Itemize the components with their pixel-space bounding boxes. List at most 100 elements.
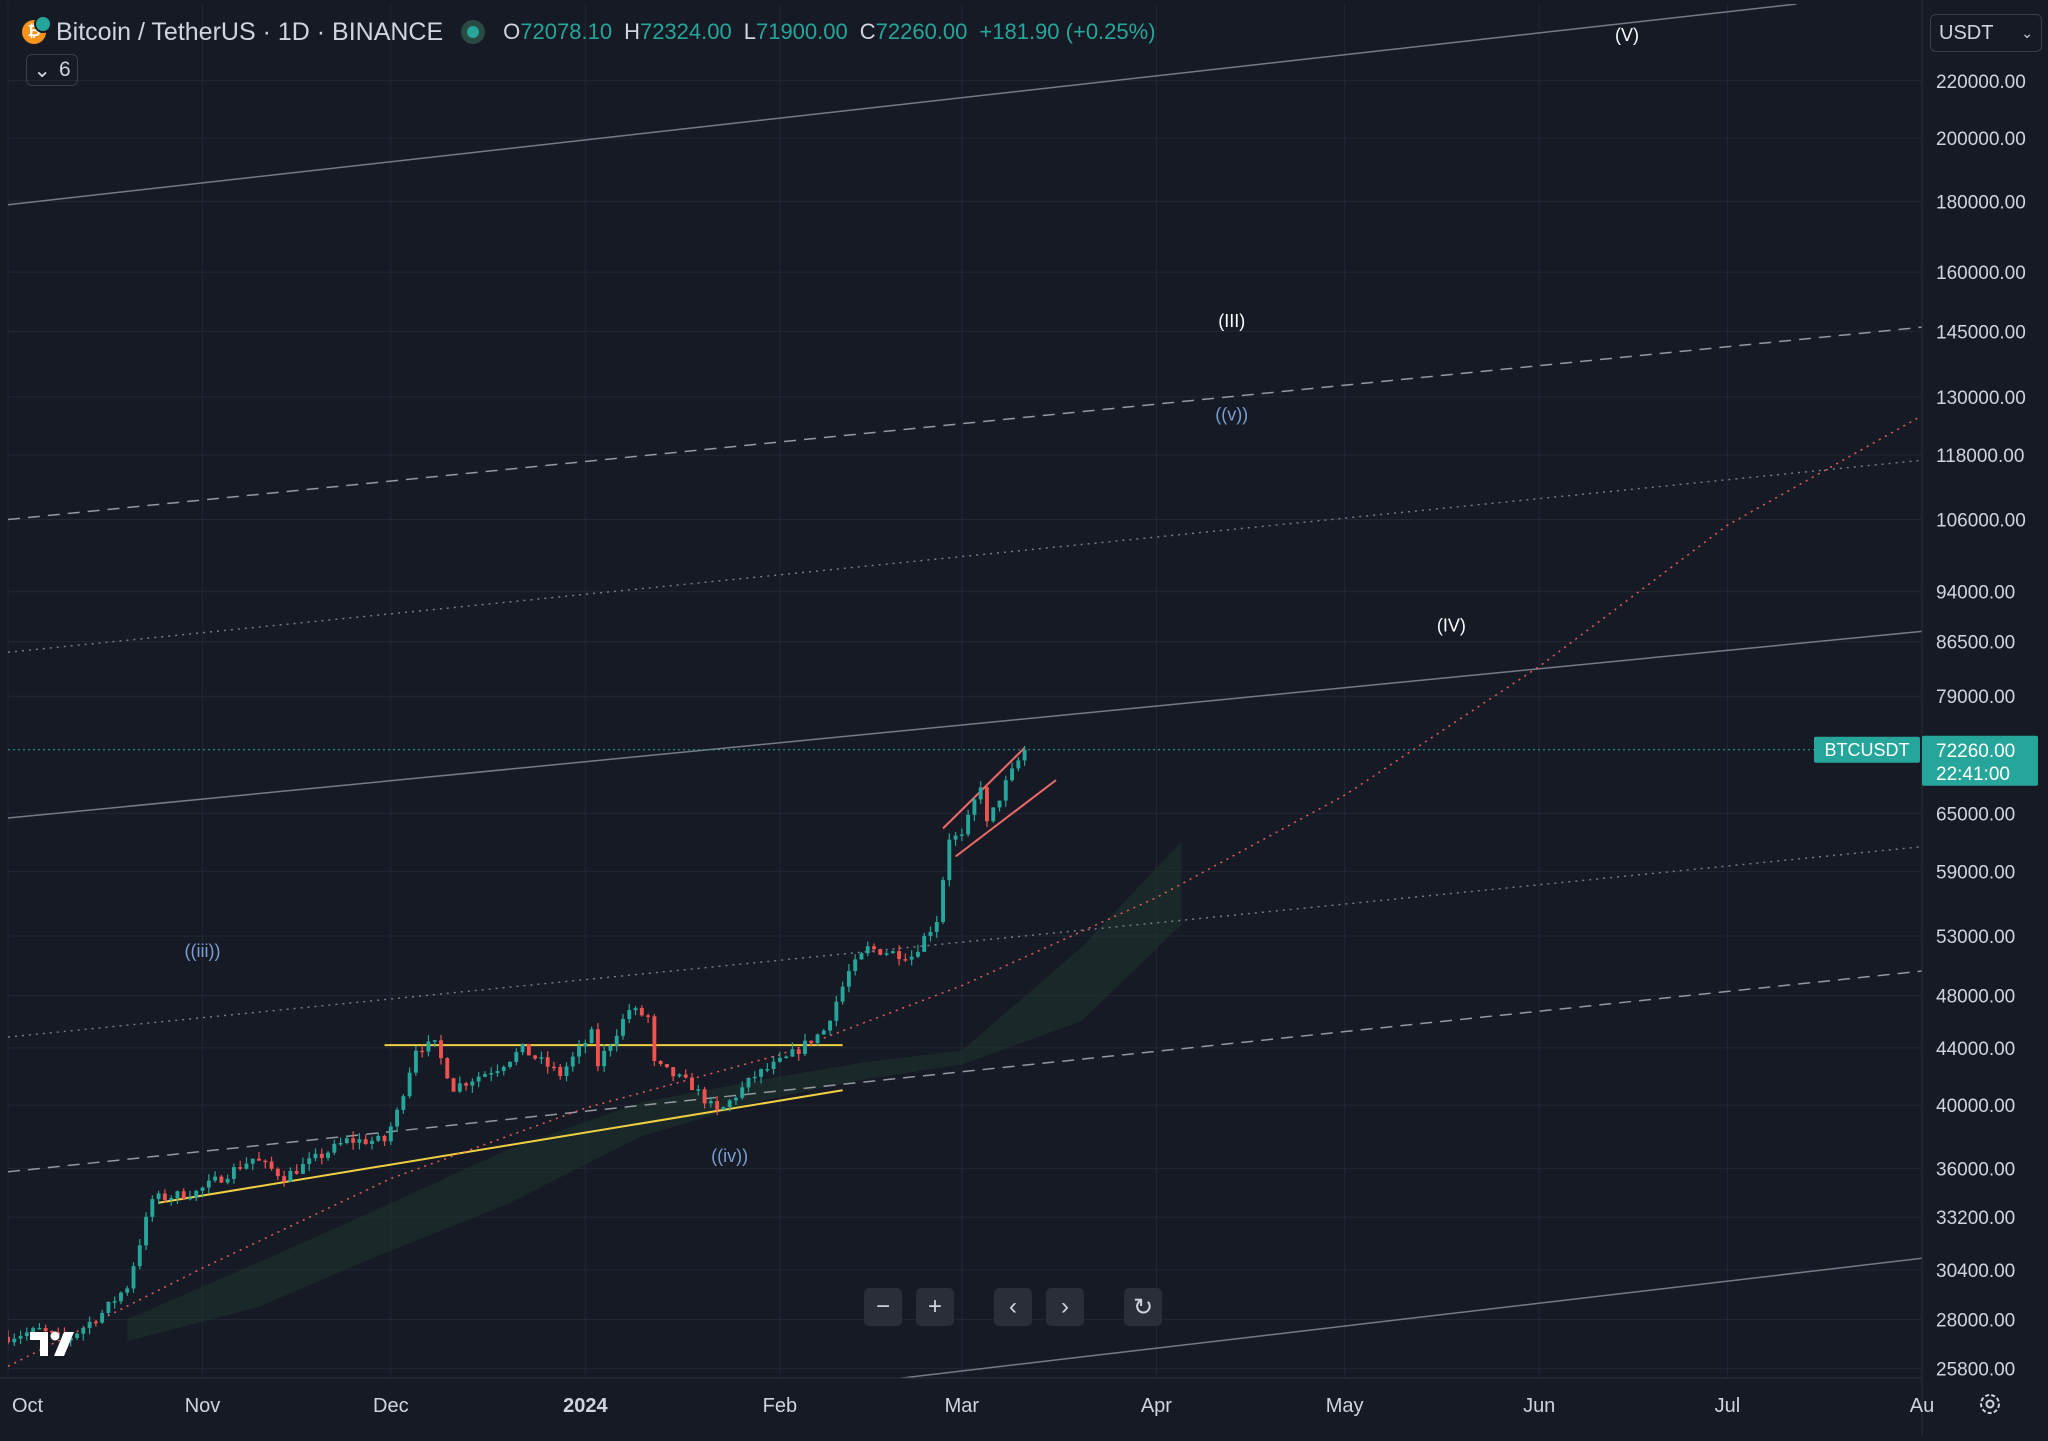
candle-body — [482, 1074, 487, 1077]
candle-body — [627, 1010, 632, 1020]
price-tick-label: 33200.00 — [1936, 1208, 2015, 1229]
scroll-left-button[interactable]: ‹ — [994, 1288, 1032, 1326]
wave-label: (V) — [1615, 25, 1639, 45]
candle-body — [81, 1327, 86, 1334]
candle-body — [991, 807, 996, 822]
price-tag-countdown: 22:41:00 — [1936, 764, 2010, 785]
candle-body — [382, 1135, 387, 1142]
candle-body — [37, 1328, 42, 1330]
candle-body — [319, 1153, 324, 1158]
candle-body — [878, 949, 883, 955]
time-tick-label: Jul — [1715, 1395, 1741, 1417]
price-tick-label: 145000.00 — [1936, 322, 2026, 343]
candle-body — [338, 1143, 343, 1145]
reset-button[interactable]: ↻ — [1124, 1288, 1162, 1326]
trendline — [158, 1089, 843, 1204]
candle-body — [162, 1193, 167, 1200]
candle-body — [388, 1126, 393, 1142]
candle-body — [570, 1056, 575, 1067]
scroll-right-button[interactable]: › — [1046, 1288, 1084, 1326]
candle-body — [250, 1158, 255, 1164]
candle-body — [734, 1097, 738, 1101]
price-tick-label: 86500.00 — [1936, 633, 2015, 654]
candle-body — [646, 1015, 651, 1017]
candle-body — [31, 1328, 36, 1333]
candle-body — [664, 1063, 669, 1068]
candle-body — [476, 1076, 481, 1082]
candle-body — [671, 1067, 676, 1077]
candle-body — [639, 1008, 644, 1016]
candle-body — [282, 1176, 287, 1182]
currency-label: USDT — [1939, 21, 1994, 44]
market-status-icon[interactable] — [461, 20, 486, 44]
candle-body — [859, 953, 864, 960]
candle-body — [872, 946, 876, 950]
ohlc-close: C72260.00 — [859, 19, 968, 44]
candle-body — [219, 1176, 224, 1183]
candle-body — [815, 1034, 820, 1044]
price-tick-label: 220000.00 — [1936, 72, 2026, 93]
candle-body — [683, 1074, 688, 1078]
candle-body — [821, 1030, 826, 1035]
plus-icon: + — [927, 1293, 942, 1320]
time-tick-label: May — [1326, 1395, 1364, 1417]
price-tag-value-bg — [1922, 735, 2038, 786]
candle-body — [777, 1057, 782, 1062]
time-tick-label: Feb — [763, 1395, 797, 1417]
candle-body — [840, 986, 845, 1002]
candle-body — [194, 1190, 199, 1198]
price-tag-value: 72260.00 — [1936, 741, 2015, 762]
candle-body — [752, 1076, 757, 1079]
time-tick-label: Apr — [1141, 1395, 1172, 1417]
candle-body — [288, 1170, 293, 1182]
settings-gear-icon[interactable] — [1980, 1394, 2000, 1414]
candle-body — [451, 1078, 456, 1092]
grid-lines — [7, 4, 1923, 1378]
candle-body — [395, 1109, 400, 1127]
currency-select[interactable]: USDT ⌄ — [1930, 14, 2042, 52]
candle-body — [326, 1152, 330, 1158]
candle-body — [903, 959, 908, 961]
candle-body — [464, 1083, 469, 1086]
trendline — [8, 326, 1922, 521]
chevron-down-icon: ⌄ — [33, 58, 51, 82]
candle-body — [796, 1049, 801, 1054]
ohlc-open: O72078.10 — [503, 19, 613, 44]
ohlc-high: H72324.00 — [624, 19, 732, 44]
candle-body — [439, 1040, 443, 1059]
candle-body — [595, 1029, 600, 1067]
time-tick-label: 2024 — [563, 1395, 608, 1417]
candle-body — [784, 1056, 789, 1059]
indicators-toggle-button[interactable]: ⌄ 6 — [26, 54, 78, 86]
price-axis: 220000.00 200000.00 180000.00 160000.00 1450… — [1936, 72, 2026, 1381]
zoom-out-button[interactable]: − — [864, 1288, 902, 1326]
candle-body — [941, 880, 945, 922]
trendline — [942, 747, 1026, 830]
candle-body — [432, 1040, 437, 1042]
candle-body — [746, 1077, 751, 1088]
candle-body — [997, 800, 1002, 808]
candle-body — [884, 953, 889, 955]
candle-body — [865, 946, 870, 954]
candle-body — [583, 1043, 588, 1047]
symbol-title[interactable]: Bitcoin / TetherUS · 1D · BINANCE — [56, 17, 444, 46]
candle-body — [602, 1050, 607, 1067]
candle-body — [621, 1019, 625, 1036]
time-tick-label: Mar — [945, 1395, 980, 1417]
candle-body — [100, 1312, 105, 1323]
candle-body — [420, 1050, 425, 1053]
zoom-in-button[interactable]: + — [916, 1288, 954, 1326]
candle-body — [144, 1216, 149, 1246]
candle-body — [677, 1074, 682, 1077]
tradingview-logo-icon[interactable] — [28, 1328, 82, 1358]
wave-label: ((v)) — [1215, 404, 1248, 424]
time-tick-label: Oct — [12, 1395, 44, 1417]
candle-body — [545, 1057, 550, 1067]
candle-body — [922, 935, 927, 952]
candle-body — [915, 951, 920, 957]
candle-body — [690, 1077, 694, 1091]
price-tag-symbol: BTCUSDT — [1825, 740, 1910, 760]
candle-body — [1003, 780, 1008, 801]
